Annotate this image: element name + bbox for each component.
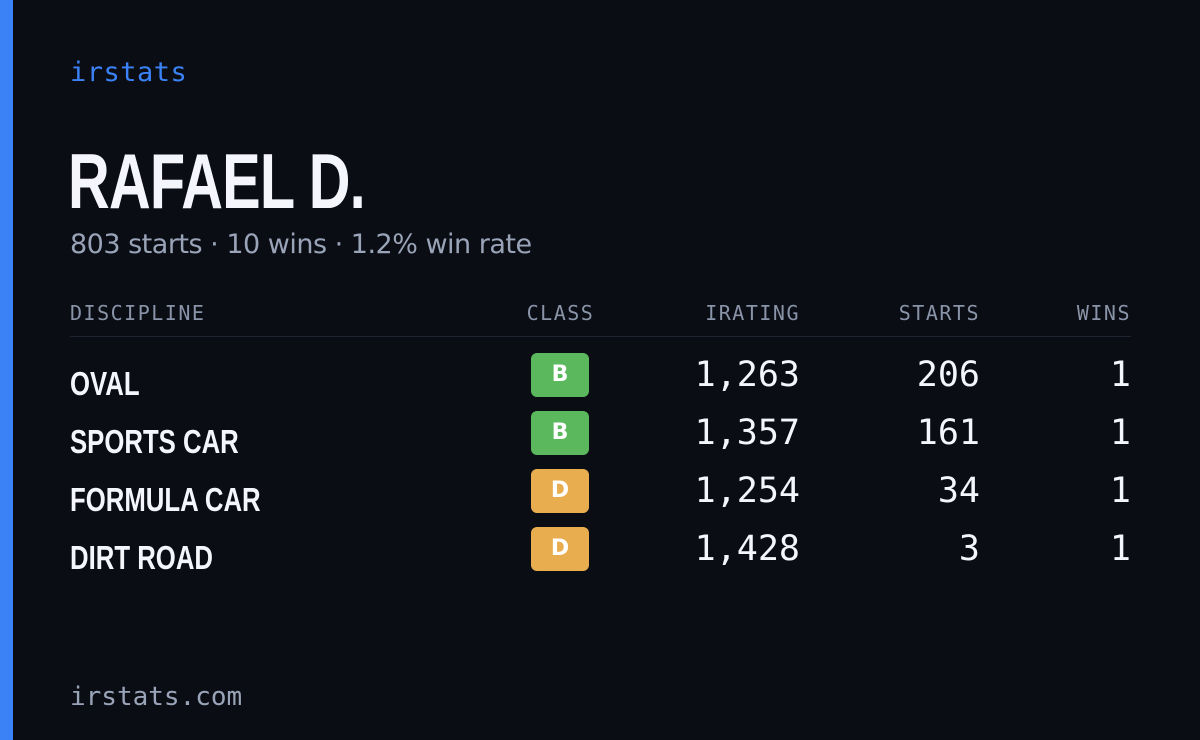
irating-value: 1,357 (694, 413, 800, 453)
discipline-name: OVAL (70, 365, 140, 402)
class-badge: B (531, 353, 589, 397)
table-header: DISCIPLINE CLASS IRATING STARTS WINS (70, 298, 1131, 337)
discipline-name: FORMULA CAR (70, 481, 261, 518)
class-badge-wrap: B (531, 353, 589, 397)
discipline-name: DIRT ROAD (70, 539, 213, 576)
class-badge: D (531, 469, 589, 513)
driver-summary: 803 starts · 10 wins · 1.2% win rate (70, 229, 532, 260)
class-badge: B (531, 411, 589, 455)
irating-value: 1,254 (694, 471, 800, 511)
wins-value: 1 (1109, 471, 1131, 511)
header-wins: WINS (1076, 301, 1131, 325)
irating-value: 1,263 (694, 355, 800, 395)
driver-name: RAFAEL D. (68, 137, 366, 225)
wins-value: 1 (1109, 413, 1131, 453)
starts-value: 3 (958, 529, 980, 569)
table-row: SPORTS CAR B 1,357 161 1 (70, 411, 1131, 469)
header-discipline: DISCIPLINE (70, 301, 206, 325)
footer-site-url[interactable]: irstats.com (70, 682, 243, 712)
table-row: DIRT ROAD D 1,428 3 1 (70, 527, 1131, 585)
class-badge-wrap: B (531, 411, 589, 455)
starts-value: 161 (916, 413, 980, 453)
wins-value: 1 (1109, 355, 1131, 395)
wins-value: 1 (1109, 529, 1131, 569)
class-badge-wrap: D (531, 527, 589, 571)
starts-value: 34 (937, 471, 980, 511)
brand-logo: irstats (70, 57, 188, 88)
table-body: OVAL B 1,263 206 1 SPORTS CAR B 1,357 16… (70, 353, 1131, 585)
header-irating: IRATING (705, 301, 800, 325)
discipline-table: DISCIPLINE CLASS IRATING STARTS WINS OVA… (70, 298, 1131, 585)
class-badge: D (531, 527, 589, 571)
irating-value: 1,428 (694, 529, 800, 569)
header-class: CLASS (526, 301, 595, 325)
discipline-name: SPORTS CAR (70, 423, 239, 460)
table-row: OVAL B 1,263 206 1 (70, 353, 1131, 411)
accent-bar (0, 0, 13, 740)
table-row: FORMULA CAR D 1,254 34 1 (70, 469, 1131, 527)
header-starts: STARTS (898, 301, 980, 325)
starts-value: 206 (916, 355, 980, 395)
class-badge-wrap: D (531, 469, 589, 513)
